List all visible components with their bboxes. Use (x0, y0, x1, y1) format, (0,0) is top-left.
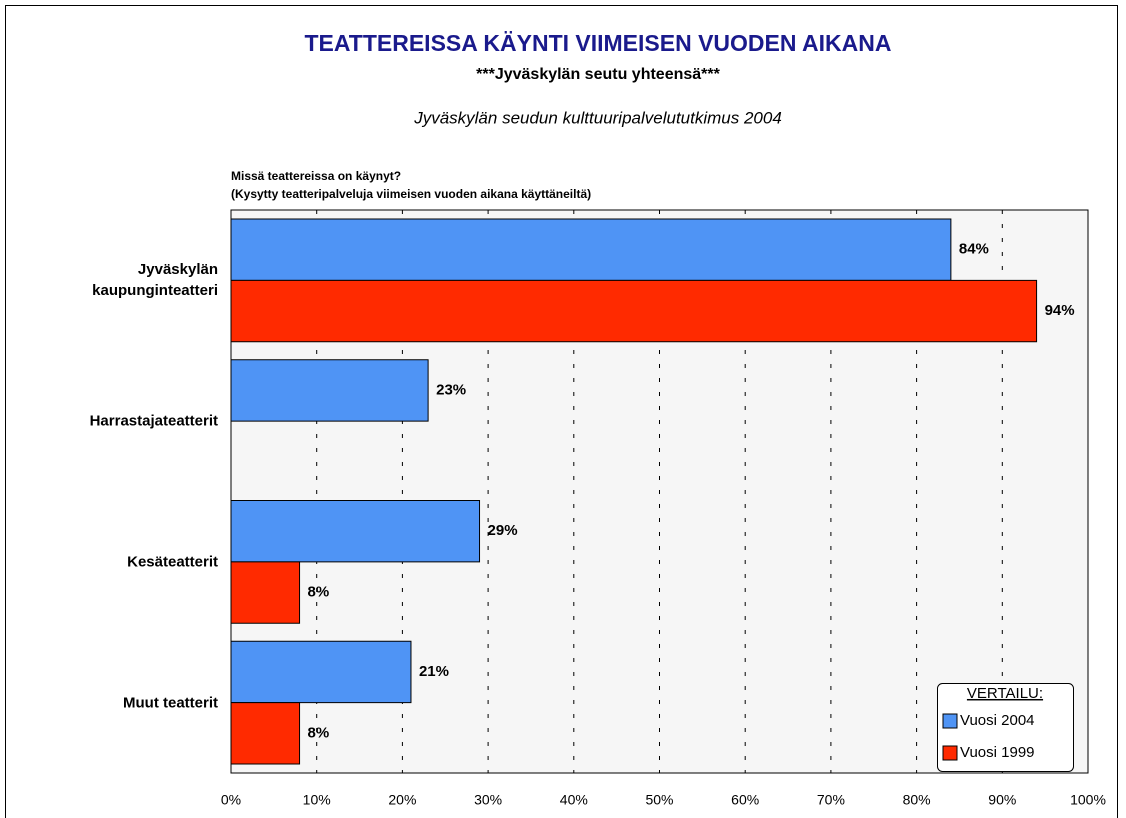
value-label: 21% (419, 663, 449, 680)
frame (5, 5, 1118, 818)
bar (230, 359, 429, 422)
x-tick-label: 40% (560, 792, 588, 808)
legend-swatch (942, 745, 958, 761)
value-label: 29% (488, 522, 518, 539)
x-tick-label: 90% (988, 792, 1016, 808)
bar (230, 279, 1038, 343)
category-label: Jyväskylän kaupunginteatteri (92, 261, 218, 300)
x-tick-label: 100% (1070, 792, 1106, 808)
category-label: Kesäteatterit (127, 553, 218, 571)
legend-box (937, 683, 1074, 772)
bar (230, 500, 481, 563)
value-label: 94% (1045, 302, 1075, 319)
bar (230, 640, 412, 704)
legend: VERTAILU: Vuosi 2004 Vuosi 1999 (937, 683, 1074, 772)
chart-title: TEATTEREISSA KÄYNTI VIIMEISEN VUODEN AIK… (305, 30, 892, 56)
x-tick-label: 60% (731, 792, 759, 808)
legend-swatch (942, 713, 958, 729)
legend-title: VERTAILU: (967, 685, 1043, 702)
x-tick-label: 30% (474, 792, 502, 808)
x-tick-label: 10% (303, 792, 331, 808)
value-label: 8% (308, 724, 330, 741)
value-label: 8% (308, 584, 330, 601)
bar (230, 702, 301, 765)
x-tick-label: 80% (903, 792, 931, 808)
category-label: Muut teatterit (123, 694, 218, 712)
x-tick-label: 70% (817, 792, 845, 808)
value-label: 84% (959, 241, 989, 258)
subtitle: ***Jyväskylän seutu yhteensä*** (476, 66, 720, 83)
question: (Kysytty teatteripalveluja viimeisen vuo… (231, 187, 591, 201)
category-label: Harrastajateatterit (89, 412, 218, 430)
x-tick-label: 0% (221, 792, 241, 808)
x-tick-label: 50% (645, 792, 673, 808)
legend-label: Vuosi 1999 (960, 744, 1035, 761)
value-label: 23% (436, 381, 466, 398)
bar (230, 218, 952, 281)
bar (230, 561, 301, 624)
legend-label: Vuosi 2004 (960, 712, 1035, 729)
x-tick-label: 20% (388, 792, 416, 808)
source: Jyväskylän seudun kulttuuripalvelututkim… (413, 108, 782, 127)
question: Missä teattereissa on käynyt? (231, 169, 401, 183)
